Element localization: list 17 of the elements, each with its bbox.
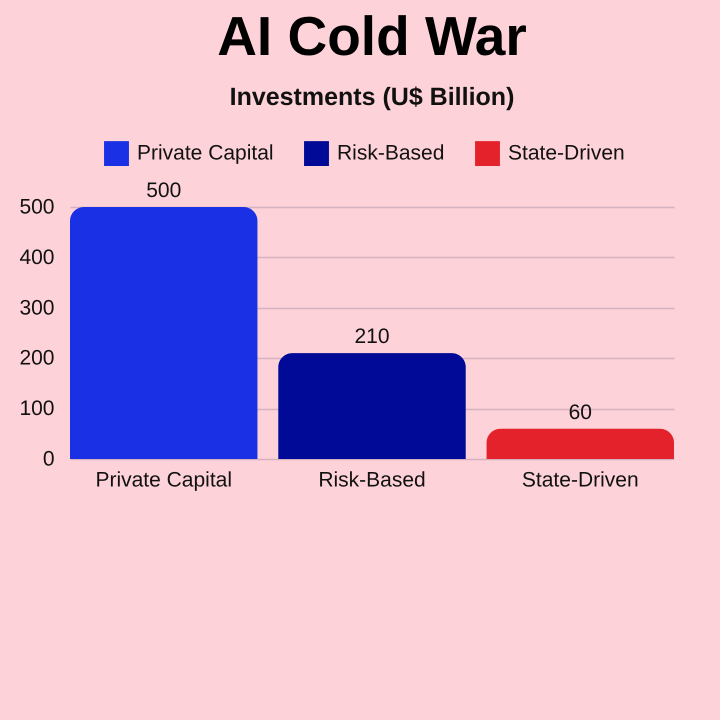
legend-label: State-Driven <box>508 142 625 165</box>
chart-title: AI Cold War <box>217 5 527 67</box>
x-tick-label: Private Capital <box>95 468 232 492</box>
y-tick-label: 100 <box>19 397 54 420</box>
x-tick-label: Risk-Based <box>318 468 426 492</box>
data-label: 210 <box>354 325 390 348</box>
legend-label: Private Capital <box>137 142 274 165</box>
x-tick-label: State-Driven <box>522 468 639 492</box>
legend-label: Risk-Based <box>337 142 444 165</box>
y-tick-label: 200 <box>19 346 54 370</box>
y-tick-label: 300 <box>19 296 54 320</box>
data-label: 500 <box>146 179 182 202</box>
y-tick-label: 500 <box>19 196 54 218</box>
y-tick-label: 0 <box>42 448 54 470</box>
y-tick-label: 400 <box>19 246 54 269</box>
data-label: 60 <box>568 400 592 424</box>
chart-subtitle: Investments (U$ Billion) <box>230 83 514 111</box>
